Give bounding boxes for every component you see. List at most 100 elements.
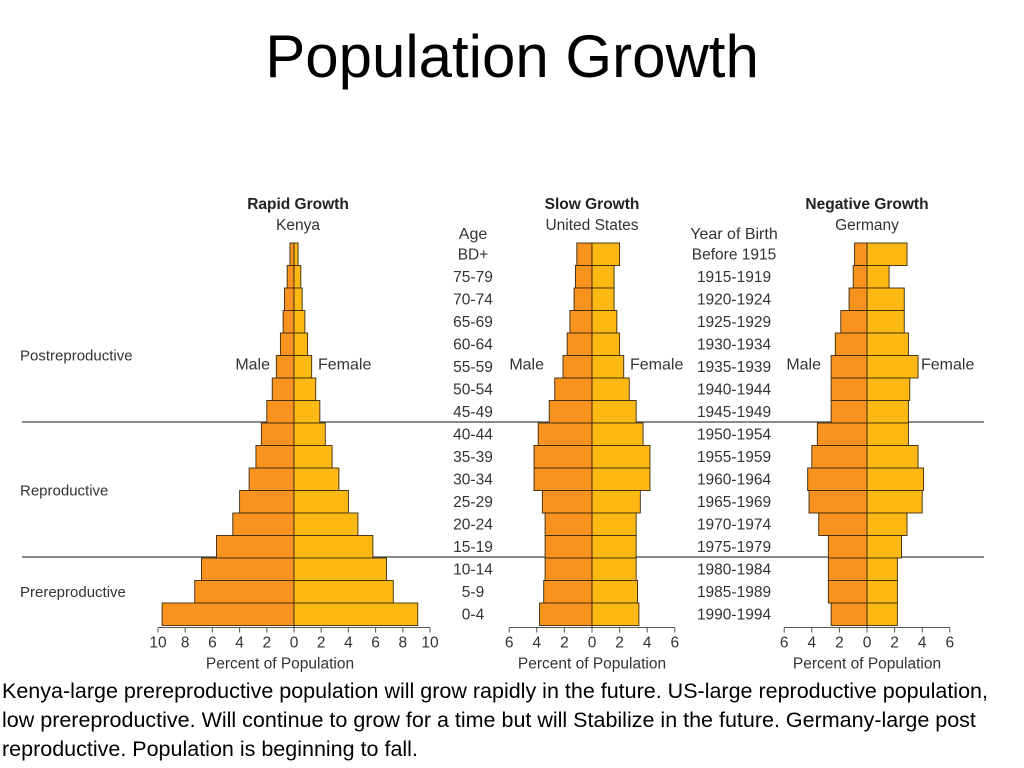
- female-bar: [591, 557, 637, 581]
- male-bar: [576, 242, 593, 266]
- age-group-label: 45-49: [453, 404, 493, 421]
- male-bar: [537, 422, 593, 446]
- male-bar: [286, 265, 295, 289]
- female-bar: [591, 355, 625, 379]
- x-tick-label: 6: [945, 635, 954, 652]
- female-bar: [591, 265, 615, 289]
- age-group-label: BD+: [458, 246, 489, 263]
- male-bar: [289, 242, 295, 266]
- male-bar: [216, 535, 295, 559]
- population-pyramids-figure: Postreproductive Reproductive Prereproduct…: [20, 196, 984, 673]
- female-bar: [591, 242, 621, 266]
- male-bar: [533, 445, 593, 469]
- male-bar: [539, 602, 593, 626]
- stage-label: Prereproductive: [20, 584, 126, 601]
- male-label: Male: [235, 357, 270, 374]
- x-tick-label: 0: [588, 635, 597, 652]
- x-tick-label: 10: [149, 635, 167, 652]
- age-group-label: 0-4: [462, 606, 485, 623]
- female-label: Female: [318, 357, 371, 374]
- male-bar: [816, 422, 868, 446]
- male-bar: [827, 580, 868, 604]
- year-of-birth-label: 1975-1979: [697, 539, 771, 556]
- year-of-birth-label: 1935-1939: [697, 359, 771, 376]
- year-of-birth-label: 1970-1974: [697, 516, 772, 533]
- male-bar: [284, 287, 295, 311]
- female-bar: [866, 332, 909, 356]
- male-bar: [232, 512, 295, 536]
- female-bar: [866, 467, 925, 491]
- male-bar: [573, 287, 593, 311]
- female-bar: [866, 535, 902, 559]
- x-tick-label: 10: [421, 635, 439, 652]
- x-tick-label: 2: [890, 635, 899, 652]
- male-bar: [275, 355, 295, 379]
- male-bar: [566, 332, 593, 356]
- stage-label: Reproductive: [20, 483, 108, 500]
- stage-label: Postreproductive: [20, 348, 133, 365]
- female-bar: [866, 445, 919, 469]
- female-label: Female: [921, 357, 974, 374]
- male-bar: [544, 557, 593, 581]
- age-group-label: 60-64: [453, 336, 493, 353]
- x-tick-label: 6: [505, 635, 514, 652]
- female-bar: [866, 557, 898, 581]
- female-bar: [591, 535, 637, 559]
- male-bar: [282, 310, 295, 334]
- male-bar: [543, 580, 593, 604]
- female-bar: [591, 310, 618, 334]
- male-bar: [848, 287, 868, 311]
- year-of-birth-label: 1915-1919: [697, 269, 771, 286]
- pyramid-country: Kenya: [276, 217, 320, 234]
- x-tick-label: 0: [863, 635, 872, 652]
- male-bar: [248, 467, 295, 491]
- female-bar: [866, 512, 908, 536]
- male-bar: [562, 355, 593, 379]
- age-group-label: 25-29: [453, 494, 493, 511]
- female-bar: [293, 265, 302, 289]
- female-bar: [591, 580, 638, 604]
- male-bar: [834, 332, 868, 356]
- x-tick-label: 6: [371, 635, 380, 652]
- male-label: Male: [509, 357, 544, 374]
- x-tick-label: 2: [317, 635, 326, 652]
- year-of-birth-label: 1945-1949: [697, 404, 771, 421]
- female-bar: [293, 287, 303, 311]
- slide-title: Population Growth: [265, 23, 759, 90]
- year-of-birth-label: 1930-1934: [697, 336, 772, 353]
- male-bar: [266, 400, 295, 424]
- age-group-label: 30-34: [453, 471, 493, 488]
- male-bar: [271, 377, 295, 401]
- x-tick-label: 2: [615, 635, 624, 652]
- x-tick-label: 4: [344, 635, 353, 652]
- female-bar: [866, 377, 911, 401]
- male-bar: [544, 535, 593, 559]
- female-bar: [866, 400, 909, 424]
- age-group-label: 65-69: [453, 314, 493, 331]
- female-bar: [293, 310, 306, 334]
- female-bar: [591, 377, 630, 401]
- female-bar: [293, 512, 359, 536]
- x-axis-label: Percent of Population: [206, 656, 354, 673]
- female-bar: [591, 332, 621, 356]
- female-bar: [591, 512, 637, 536]
- female-bar: [866, 242, 908, 266]
- male-bar: [574, 265, 593, 289]
- x-tick-label: 4: [643, 635, 652, 652]
- age-group-label: 15-19: [453, 539, 493, 556]
- x-tick-label: 4: [532, 635, 541, 652]
- male-bar: [194, 580, 295, 604]
- male-bar: [255, 445, 295, 469]
- x-axis-label: Percent of Population: [793, 656, 941, 673]
- x-tick-label: 4: [807, 635, 816, 652]
- male-bar: [811, 445, 868, 469]
- pyramid-country: United States: [545, 217, 638, 234]
- female-bar: [293, 490, 349, 514]
- pyramid-title: Slow Growth: [545, 196, 640, 213]
- age-group-label: 10-14: [453, 561, 493, 578]
- age-group-label: 70-74: [453, 291, 493, 308]
- year-of-birth-label: 1960-1964: [697, 471, 772, 488]
- female-bar: [293, 602, 419, 626]
- female-bar: [293, 422, 326, 446]
- year-of-birth-label: 1940-1944: [697, 381, 772, 398]
